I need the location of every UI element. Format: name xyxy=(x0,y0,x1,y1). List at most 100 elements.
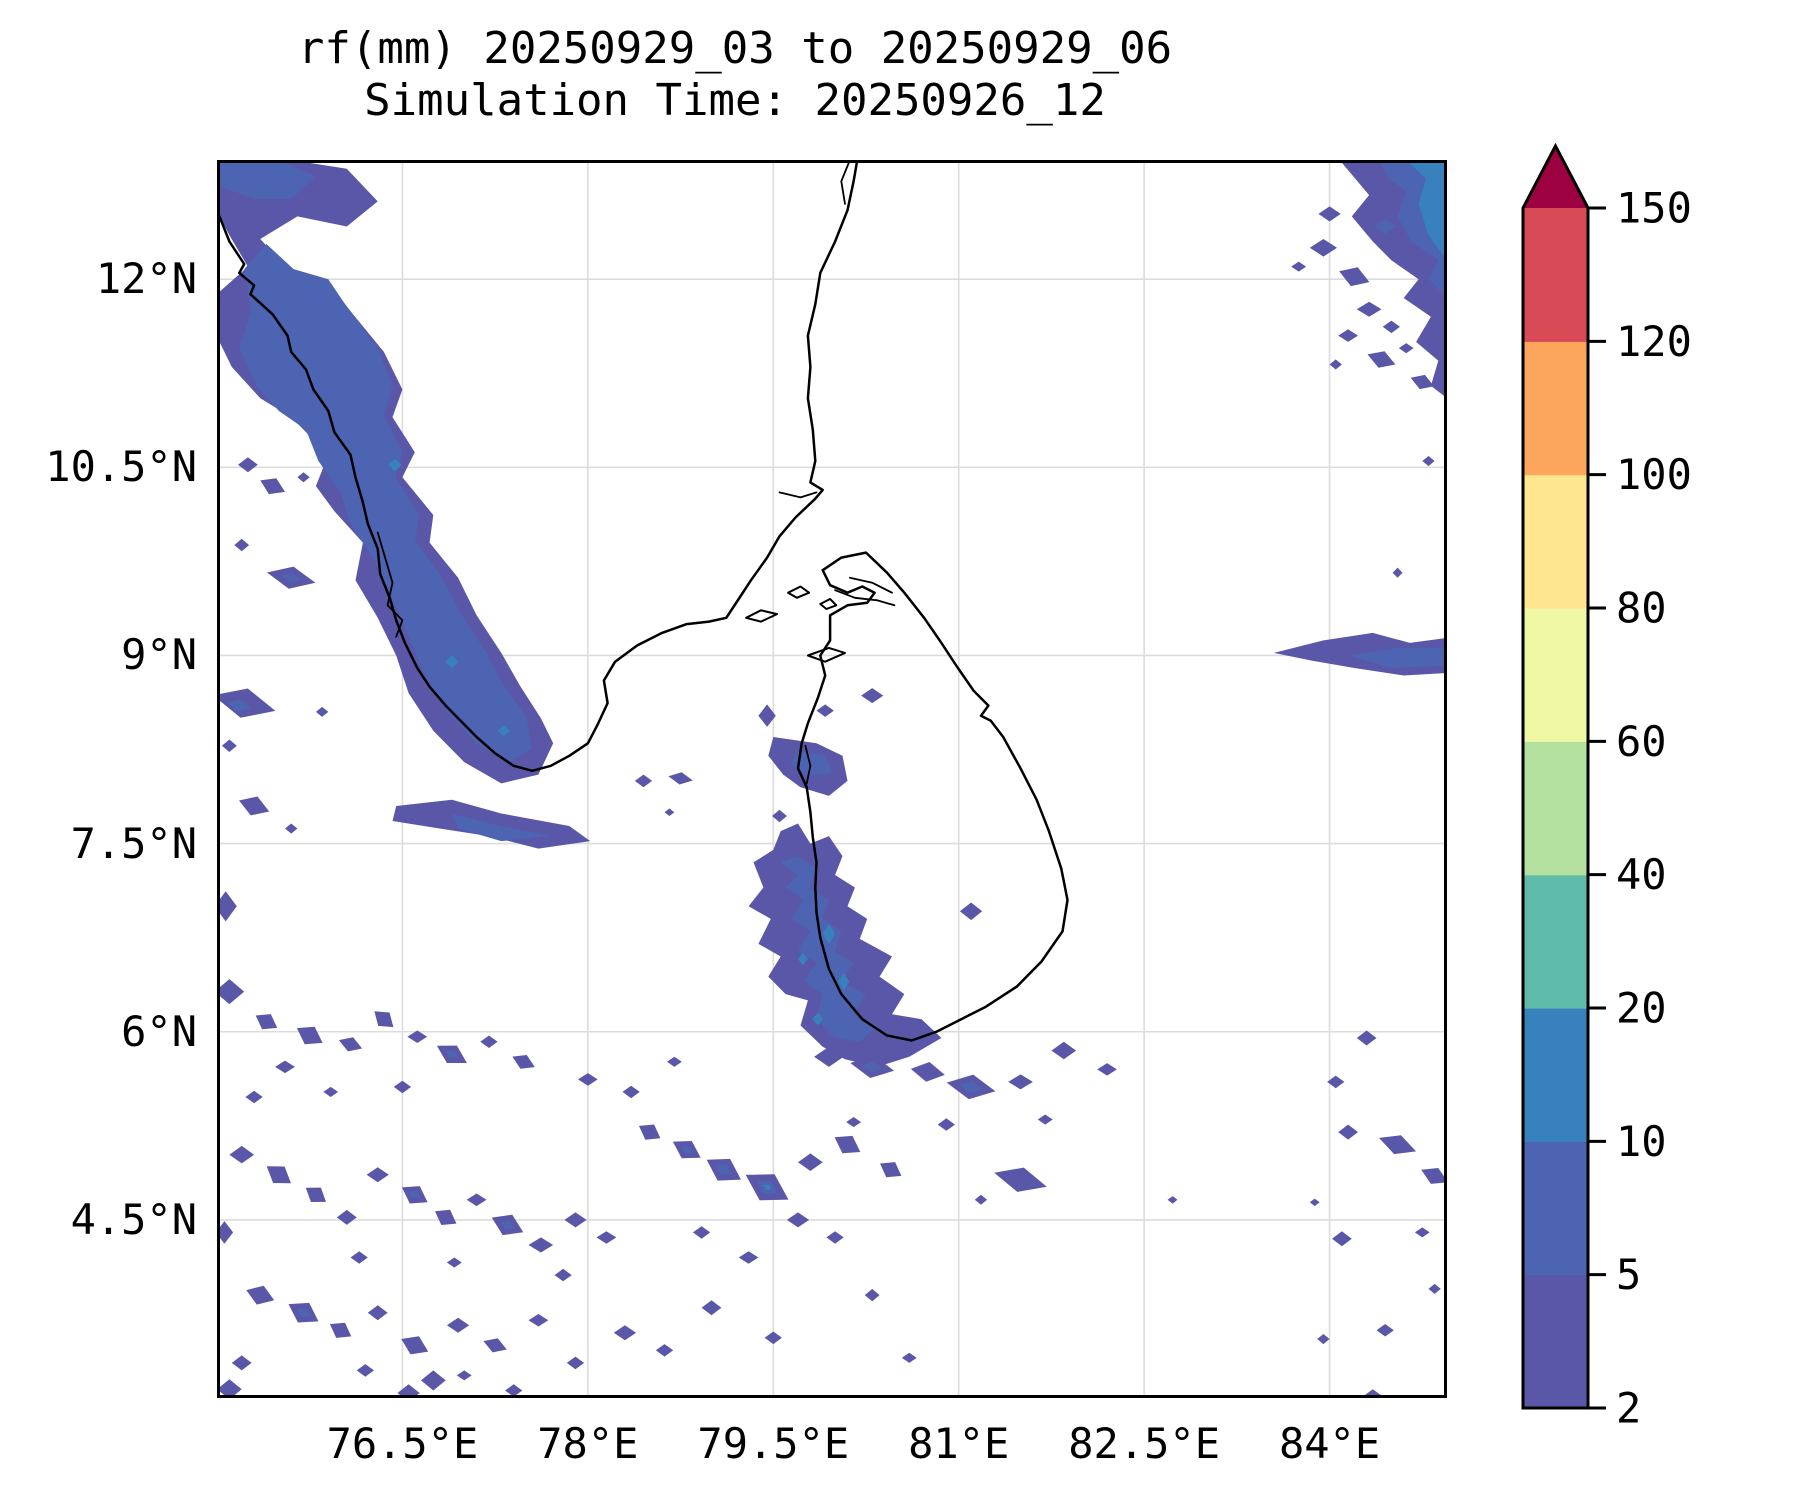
rain-cell-l10 xyxy=(798,952,808,966)
rain-cell-l2 xyxy=(1367,351,1396,368)
rain-cell-l2 xyxy=(297,472,310,483)
rain-cell-l2 xyxy=(668,772,693,785)
colorbar-segment xyxy=(1523,208,1588,342)
rain-cell-l2 xyxy=(566,1356,585,1370)
coastline-india-mainland xyxy=(217,160,859,773)
rain-cell-l2 xyxy=(305,1187,326,1202)
rain-cell-l10 xyxy=(497,725,510,737)
rain-cell-l2 xyxy=(1338,329,1358,342)
rain-cell-l2 xyxy=(421,1370,446,1391)
rain-cell-l2 xyxy=(798,1153,823,1171)
colorbar-tick-label: 60 xyxy=(1616,717,1667,766)
rain-cell-l2 xyxy=(816,704,834,717)
rain-cell-l2 xyxy=(260,478,285,495)
coastline-calimere-lagoon xyxy=(778,491,818,499)
rain-cell-l2 xyxy=(664,808,675,816)
coastline-jaffna-lagoon-1 xyxy=(834,589,896,607)
coastline-pulicat-lagoon xyxy=(840,160,851,205)
rain-cell-l2 xyxy=(435,1209,457,1225)
rain-cell-l2 xyxy=(1332,1231,1352,1247)
rain-cell-l2 xyxy=(296,1026,323,1045)
rain-cell-l2 xyxy=(217,688,276,718)
rain-cell-l2 xyxy=(1309,1198,1320,1207)
rain-cell-l2 xyxy=(1421,1168,1447,1184)
rain-cell-l2 xyxy=(758,704,776,727)
rain-cell-l5 xyxy=(297,1308,310,1318)
colorbar-outline xyxy=(1521,142,1590,1410)
rain-cell-l2 xyxy=(1392,567,1403,578)
rain-cell-l2 xyxy=(323,1086,339,1097)
y-tick-label: 7.5°N xyxy=(70,818,197,868)
x-tick-label: 82.5°E xyxy=(1068,1419,1220,1468)
rain-cell-l2 xyxy=(245,1090,263,1104)
rain-cell-l10 xyxy=(388,458,402,472)
rain-cell-l2 xyxy=(861,688,884,704)
chart-subtitle: Simulation Time: 20250926_12 xyxy=(364,75,1106,126)
colorbar-tick-label: 2 xyxy=(1616,1384,1641,1431)
rain-cell-l2 xyxy=(480,1035,498,1048)
colorbar-segment xyxy=(1523,1141,1588,1276)
rain-cell-l2 xyxy=(596,1231,617,1244)
rain-cell-l10 xyxy=(838,972,850,991)
rain-cell-l2 xyxy=(1379,1135,1417,1155)
rain-cell-l2 xyxy=(336,1209,357,1225)
rain-cell-l2 xyxy=(1356,301,1382,317)
rain-cell-l2 xyxy=(1382,320,1400,334)
rain-patch-l5 xyxy=(790,750,833,776)
rain-cell-l2 xyxy=(255,1014,278,1030)
coastline-small-island xyxy=(819,598,838,610)
rain-cell-l2 xyxy=(1422,456,1435,467)
rain-cell-l2 xyxy=(701,1300,722,1316)
rain-patch-l5 xyxy=(1348,647,1447,668)
rain-cell-l2 xyxy=(564,1212,587,1228)
rain-cell-l2 xyxy=(217,979,245,1005)
rain-cell-l2 xyxy=(1410,374,1434,390)
rain-cell-l2 xyxy=(1097,1063,1117,1076)
rain-cell-l5 xyxy=(409,1191,421,1199)
rain-cell-l2 xyxy=(446,1317,470,1333)
rain-cell-l2 xyxy=(639,1124,661,1140)
rain-cell-l5 xyxy=(960,1080,982,1094)
rain-patch-l10 xyxy=(1406,160,1447,261)
coastline-jaffna-lagoon-2 xyxy=(849,576,893,594)
rain-cell-l2 xyxy=(393,1080,412,1094)
rain-cell-l2 xyxy=(217,1379,242,1398)
rain-patch-l5 xyxy=(239,244,533,764)
rain-cell-l2 xyxy=(397,1384,420,1398)
colorbar-tick-label: 40 xyxy=(1616,850,1667,899)
rain-cell-l2 xyxy=(246,1285,275,1305)
rain-cell-l2 xyxy=(1167,1196,1178,1204)
rain-cell-l2 xyxy=(814,1046,844,1067)
rain-cell-l2 xyxy=(880,1162,902,1178)
x-tick-label: 79.5°E xyxy=(697,1419,850,1468)
rain-cell-l2 xyxy=(401,1336,429,1355)
rain-cell-l2 xyxy=(217,1221,234,1244)
rain-cell-l2 xyxy=(1329,359,1342,370)
rain-cell-l2 xyxy=(974,1194,988,1205)
colorbar-tick-label: 5 xyxy=(1616,1250,1641,1299)
rain-cell-l2 xyxy=(901,1352,917,1363)
rain-cell-l5 xyxy=(862,1061,882,1072)
x-tick-label: 81°E xyxy=(908,1419,1010,1468)
rain-cell-l5 xyxy=(227,699,252,712)
rain-cell-l2 xyxy=(764,1331,782,1345)
rain-cell-l2 xyxy=(994,1167,1047,1192)
rain-cell-l2 xyxy=(655,1344,674,1357)
rain-cell-l5 xyxy=(716,1164,732,1176)
rain-cell-l2 xyxy=(1008,1074,1033,1090)
colorbar-segment xyxy=(1523,608,1588,742)
rain-cell-l2 xyxy=(329,1322,352,1338)
colorbar-tick-label: 20 xyxy=(1616,984,1667,1033)
rain-cell-l5 xyxy=(445,1050,459,1059)
colorbar-tick-label: 150 xyxy=(1616,184,1692,233)
y-tick-label: 6°N xyxy=(121,1006,197,1056)
rain-cell-l2 xyxy=(738,1251,759,1264)
rain-cell-l2 xyxy=(350,1251,368,1264)
rain-cell-l2 xyxy=(528,1314,549,1327)
rain-cell-l5 xyxy=(281,572,301,583)
x-tick-label: 78°E xyxy=(537,1419,639,1468)
rain-cell-l2 xyxy=(366,1167,389,1183)
rain-cell-l2 xyxy=(1291,261,1307,272)
colorbar-tick-label: 10 xyxy=(1616,1117,1667,1166)
